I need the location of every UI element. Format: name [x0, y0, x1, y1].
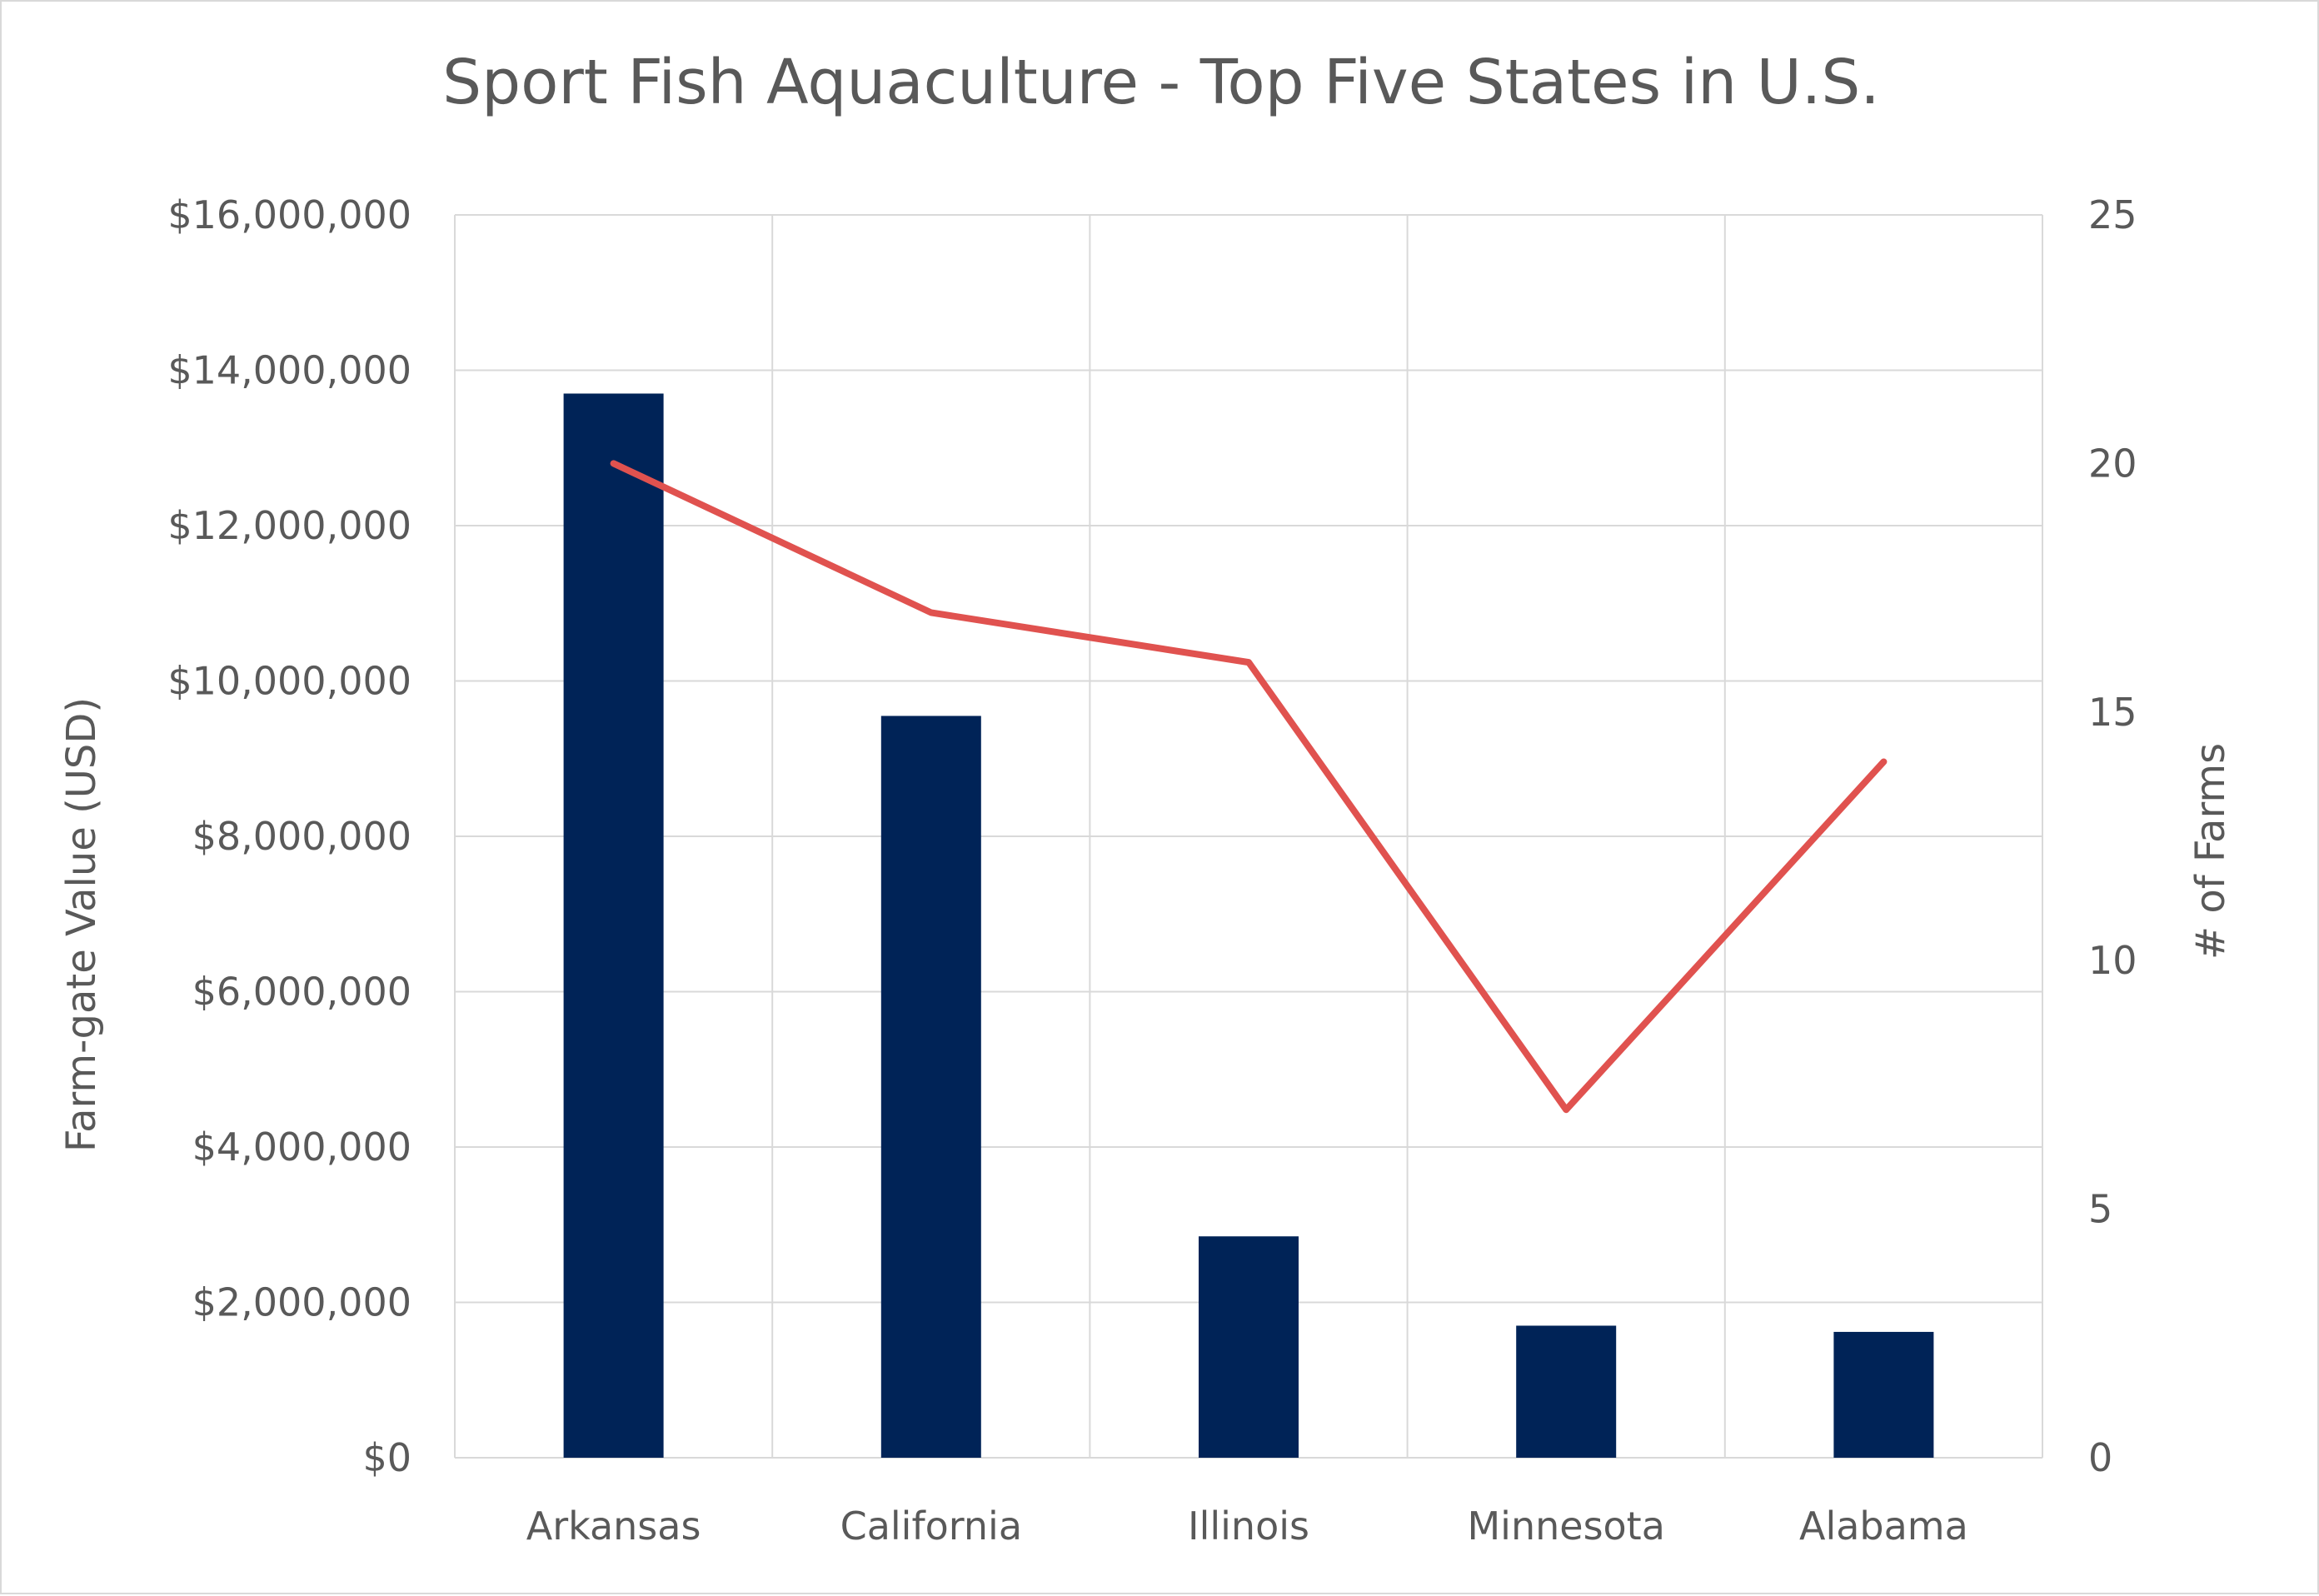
bar-california: [880, 716, 981, 1458]
bar-arkansas: [563, 393, 664, 1459]
bar-minnesota: [1516, 1325, 1617, 1458]
category-label: Illinois: [1188, 1504, 1309, 1549]
gridlines: [454, 214, 2043, 1459]
category-label: Arkansas: [526, 1504, 701, 1549]
right-tick-label: 10: [2088, 938, 2137, 983]
right-tick-label: 25: [2088, 192, 2137, 237]
chart-title: Sport Fish Aquaculture - Top Five States…: [442, 47, 1880, 118]
farms-point-minnesota: [1564, 1108, 1568, 1112]
bar-alabama: [1833, 1331, 1934, 1458]
left-tick-label: $0: [362, 1435, 411, 1480]
left-tick-label: $6,000,000: [192, 970, 411, 1015]
farms-point-arkansas: [611, 461, 616, 466]
farms-point-alabama: [1882, 760, 1886, 764]
right-axis-title: # of Farms: [2187, 743, 2234, 960]
bars: [563, 393, 1934, 1459]
category-label: California: [840, 1504, 1022, 1549]
left-tick-label: $2,000,000: [192, 1280, 411, 1325]
left-tick-label: $4,000,000: [192, 1125, 411, 1170]
farms-point-california: [929, 611, 933, 615]
left-tick-label: $12,000,000: [167, 503, 411, 548]
category-label: Alabama: [1799, 1504, 1968, 1549]
left-axis-title: Farm-gate Value (USD): [58, 697, 105, 1152]
right-tick-label: 5: [2088, 1187, 2112, 1232]
farms-line: [610, 460, 1888, 1114]
farms-line-path: [610, 460, 1888, 1114]
bar-illinois: [1199, 1236, 1299, 1458]
left-tick-label: $16,000,000: [167, 192, 411, 237]
category-label: Minnesota: [1467, 1504, 1664, 1549]
left-axis-ticks: $0 $2,000,000 $4,000,000 $6,000,000 $8,000,0…: [167, 192, 411, 1480]
right-tick-label: 15: [2088, 690, 2137, 735]
right-tick-label: 0: [2088, 1435, 2112, 1480]
left-tick-label: $14,000,000: [167, 348, 411, 393]
right-axis-ticks: 0 5 10 15 20 25: [2088, 192, 2137, 1480]
left-tick-label: $10,000,000: [167, 659, 411, 704]
category-axis-ticks: Arkansas California Illinois Minnesota Alaba…: [526, 1504, 1968, 1549]
right-tick-label: 20: [2088, 441, 2137, 486]
farms-point-illinois: [1247, 661, 1250, 665]
left-tick-label: $8,000,000: [192, 814, 411, 859]
